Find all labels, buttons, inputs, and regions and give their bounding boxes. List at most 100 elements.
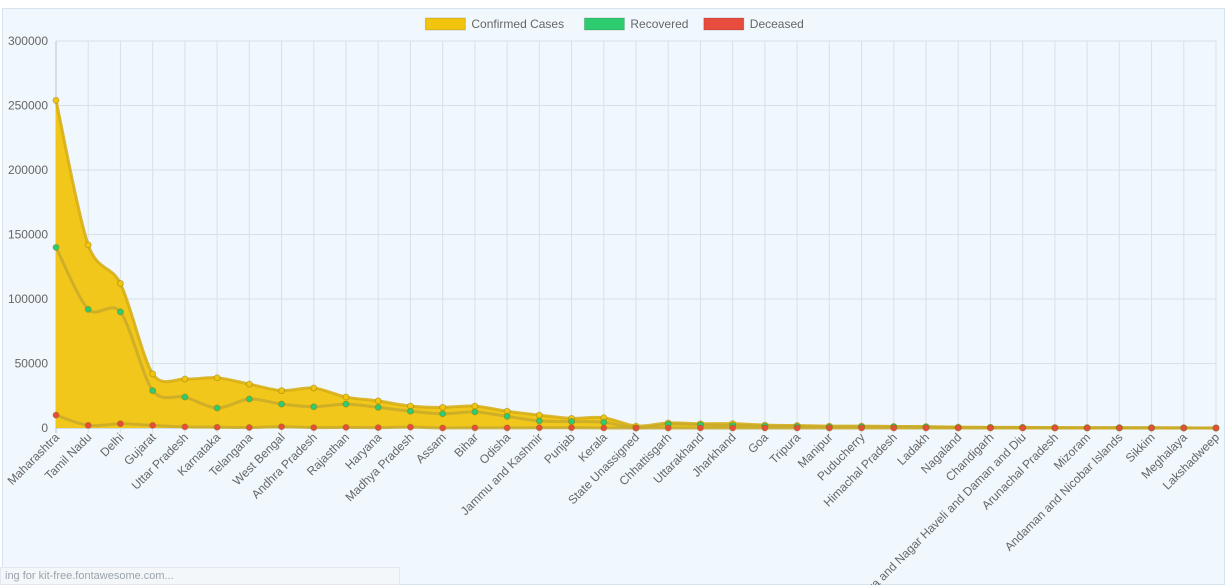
- point-recovered[interactable]: [149, 387, 157, 395]
- point-deceased[interactable]: [310, 424, 318, 432]
- legend-label: Recovered: [630, 17, 688, 31]
- point-confirmed-cases[interactable]: [52, 96, 60, 104]
- point-deceased[interactable]: [986, 424, 994, 432]
- point-confirmed-cases[interactable]: [84, 241, 92, 249]
- point-deceased[interactable]: [503, 424, 511, 432]
- y-tick-label: 250000: [8, 99, 48, 113]
- point-deceased[interactable]: [664, 424, 672, 432]
- point-deceased[interactable]: [245, 424, 253, 432]
- point-deceased[interactable]: [696, 424, 704, 432]
- point-recovered[interactable]: [600, 418, 608, 426]
- point-deceased[interactable]: [761, 424, 769, 432]
- point-deceased[interactable]: [890, 424, 898, 432]
- series-area-confirmed-cases: [56, 100, 1216, 428]
- point-deceased[interactable]: [729, 424, 737, 432]
- point-confirmed-cases[interactable]: [213, 374, 221, 382]
- point-deceased[interactable]: [568, 424, 576, 432]
- point-deceased[interactable]: [406, 423, 414, 431]
- point-deceased[interactable]: [1083, 424, 1091, 432]
- point-deceased[interactable]: [374, 424, 382, 432]
- point-deceased[interactable]: [600, 424, 608, 432]
- point-deceased[interactable]: [825, 424, 833, 432]
- y-tick-label: 200000: [8, 163, 48, 177]
- point-recovered[interactable]: [439, 410, 447, 418]
- point-deceased[interactable]: [858, 424, 866, 432]
- point-deceased[interactable]: [439, 424, 447, 432]
- point-recovered[interactable]: [535, 417, 543, 425]
- y-tick-label: 50000: [15, 357, 49, 371]
- status-text: ing for kit-free.fontawesome.com...: [5, 570, 174, 582]
- point-confirmed-cases[interactable]: [310, 384, 318, 392]
- x-tick-label: Punjab: [541, 430, 578, 467]
- point-recovered[interactable]: [116, 308, 124, 316]
- legend-item-deceased[interactable]: Deceased: [703, 17, 804, 31]
- point-confirmed-cases[interactable]: [535, 411, 543, 419]
- y-tick-label: 0: [41, 421, 48, 435]
- y-axis: 0 50000 100000 150000 200000 250000 300000: [8, 34, 48, 435]
- point-confirmed-cases[interactable]: [149, 370, 157, 378]
- point-recovered[interactable]: [213, 404, 221, 412]
- x-tick-label: Assam: [413, 430, 449, 466]
- point-confirmed-cases[interactable]: [439, 403, 447, 411]
- point-confirmed-cases[interactable]: [116, 280, 124, 288]
- legend-item-recovered[interactable]: Recovered: [583, 17, 688, 31]
- point-deceased[interactable]: [922, 424, 930, 432]
- point-recovered[interactable]: [374, 403, 382, 411]
- point-recovered[interactable]: [503, 412, 511, 420]
- x-tick-label: Lakshadweep: [1160, 430, 1222, 492]
- point-recovered[interactable]: [471, 408, 479, 416]
- legend-swatch: [583, 17, 625, 31]
- point-confirmed-cases[interactable]: [181, 375, 189, 383]
- y-tick-label: 100000: [8, 292, 48, 306]
- point-recovered[interactable]: [52, 243, 60, 251]
- point-recovered[interactable]: [342, 400, 350, 408]
- point-deceased[interactable]: [52, 411, 60, 419]
- y-tick-label: 150000: [8, 228, 48, 242]
- grid-lines: [55, 40, 1217, 433]
- point-recovered[interactable]: [406, 407, 414, 415]
- point-deceased[interactable]: [471, 424, 479, 432]
- point-deceased[interactable]: [1019, 424, 1027, 432]
- point-deceased[interactable]: [535, 424, 543, 432]
- point-recovered[interactable]: [568, 418, 576, 426]
- point-recovered[interactable]: [245, 395, 253, 403]
- point-recovered[interactable]: [310, 403, 318, 411]
- data-points: [52, 96, 1220, 432]
- point-recovered[interactable]: [181, 393, 189, 401]
- point-recovered[interactable]: [278, 400, 286, 408]
- point-deceased[interactable]: [181, 423, 189, 431]
- legend[interactable]: Confirmed Cases Recovered Deceased: [424, 17, 804, 31]
- y-tick-label: 300000: [8, 34, 48, 48]
- point-deceased[interactable]: [1148, 424, 1156, 432]
- point-deceased[interactable]: [1180, 424, 1188, 432]
- legend-label: Deceased: [750, 17, 804, 31]
- point-deceased[interactable]: [149, 421, 157, 429]
- chart-card: [2, 8, 1225, 585]
- point-confirmed-cases[interactable]: [245, 380, 253, 388]
- point-confirmed-cases[interactable]: [342, 393, 350, 401]
- legend-swatch: [703, 17, 745, 31]
- point-deceased[interactable]: [1051, 424, 1059, 432]
- point-deceased[interactable]: [213, 423, 221, 431]
- legend-label: Confirmed Cases: [471, 17, 564, 31]
- point-deceased[interactable]: [278, 423, 286, 431]
- point-deceased[interactable]: [793, 424, 801, 432]
- point-deceased[interactable]: [1212, 424, 1220, 432]
- legend-item-confirmed-cases[interactable]: Confirmed Cases: [424, 17, 564, 31]
- point-deceased[interactable]: [342, 423, 350, 431]
- point-deceased[interactable]: [116, 420, 124, 428]
- point-confirmed-cases[interactable]: [278, 387, 286, 395]
- x-tick-label: Goa: [745, 430, 771, 456]
- x-tick-label: Bihar: [451, 430, 481, 460]
- point-deceased[interactable]: [1115, 424, 1123, 432]
- point-deceased[interactable]: [954, 424, 962, 432]
- point-confirmed-cases[interactable]: [374, 397, 382, 405]
- point-recovered[interactable]: [84, 305, 92, 313]
- x-tick-label: Delhi: [97, 430, 126, 459]
- browser-status-bar: ing for kit-free.fontawesome.com...: [0, 567, 400, 585]
- point-deceased[interactable]: [84, 421, 92, 429]
- point-deceased[interactable]: [632, 424, 640, 432]
- point-confirmed-cases[interactable]: [471, 402, 479, 410]
